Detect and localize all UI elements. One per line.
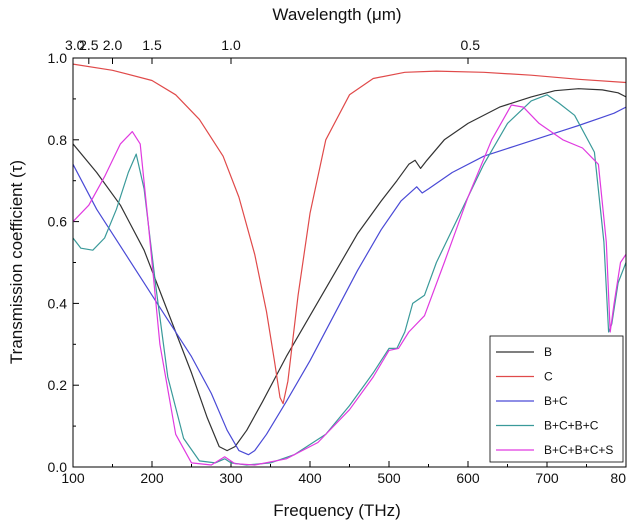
y-axis-ticks: 0.0 0.2 0.4 0.6 0.8 1.0 xyxy=(48,50,79,475)
top-tick-label: 3.0 xyxy=(65,37,85,53)
x-tick-label: 100 xyxy=(61,470,85,486)
top-tick-label: 2.0 xyxy=(103,37,123,53)
top-axis-ticks: 3.02.5 2.0 1.5 1.0 0.5 xyxy=(65,37,480,64)
top-tick-label: 2.5 xyxy=(79,37,99,53)
y-tick-label: 0.4 xyxy=(48,295,68,311)
legend-label: B+C xyxy=(544,394,568,408)
series-line xyxy=(73,88,626,452)
legend: BC B+C B+C+B+C B+C+B+C+S xyxy=(489,335,624,463)
x-axis-ticks: 100 200 300 400 500 600 700 80 xyxy=(61,461,627,486)
x-tick-label: 600 xyxy=(456,470,480,486)
legend-box xyxy=(489,335,624,463)
legend-label: B xyxy=(544,345,552,359)
legend-label: B+C+B+C xyxy=(544,419,599,433)
x-tick-label: 400 xyxy=(298,470,322,486)
legend-label: B+C+B+C+S xyxy=(544,443,613,457)
series-line xyxy=(73,63,626,405)
series-layer xyxy=(73,63,626,466)
plot-frame xyxy=(72,57,627,468)
x-tick-label: 300 xyxy=(219,470,243,486)
top-tick-label: 1.0 xyxy=(221,37,241,53)
top-tick-label: 0.5 xyxy=(461,37,481,53)
x-tick-label: 200 xyxy=(140,470,164,486)
legend-label: C xyxy=(544,370,553,384)
y-tick-label: 0.0 xyxy=(48,459,68,475)
series-line xyxy=(73,104,626,466)
y-axis-title: Transmission coefficient (τ) xyxy=(7,160,26,364)
x-tick-label: 700 xyxy=(535,470,559,486)
y-tick-label: 0.2 xyxy=(48,377,68,393)
series-line xyxy=(73,94,626,466)
y-tick-label: 1.0 xyxy=(48,50,68,66)
y-tick-label: 0.8 xyxy=(48,132,68,148)
top-tick-label: 1.5 xyxy=(142,37,162,53)
y-tick-label: 0.6 xyxy=(48,214,68,230)
x-axis-title: Frequency (THz) xyxy=(273,501,401,520)
x-tick-label: 500 xyxy=(377,470,401,486)
top-axis-title: Wavelength (μm) xyxy=(272,5,401,24)
series-line xyxy=(73,106,626,456)
x-tick-label: 80 xyxy=(610,470,626,486)
